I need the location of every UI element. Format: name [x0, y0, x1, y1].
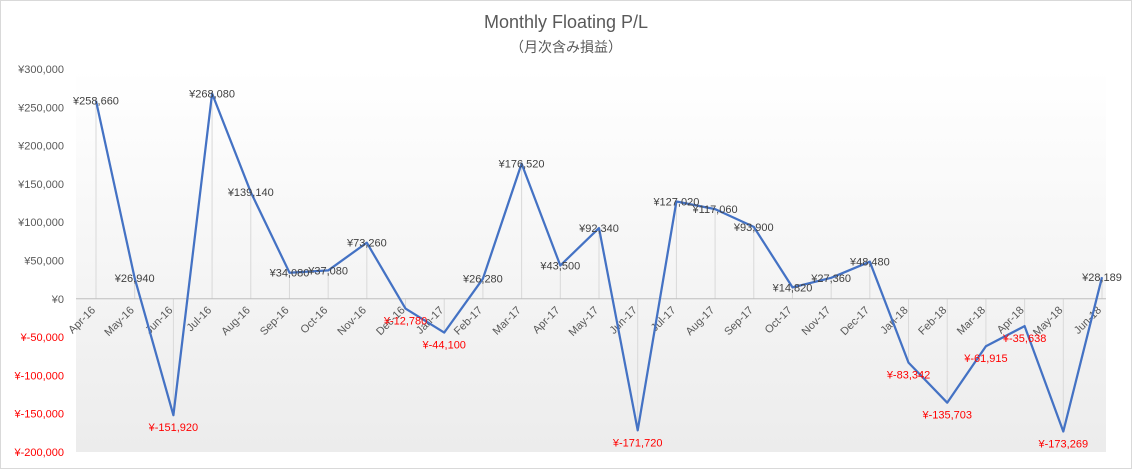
data-label: ¥43,500 — [539, 260, 580, 272]
data-label: ¥37,080 — [307, 265, 348, 277]
data-label: ¥26,280 — [462, 274, 503, 286]
chart-subtitle: （月次含み損益） — [510, 40, 622, 56]
data-label: ¥48,480 — [849, 257, 890, 269]
data-label: ¥127,020 — [652, 197, 699, 209]
data-label: ¥139,140 — [227, 187, 274, 199]
y-tick-label: ¥250,000 — [17, 102, 64, 114]
chart-title: Monthly Floating P/L — [483, 12, 649, 32]
y-tick-label: ¥50,000 — [23, 256, 64, 268]
series-line — [94, 92, 1104, 433]
data-label: ¥-173,269 — [1038, 439, 1089, 451]
data-label: ¥176,520 — [498, 159, 545, 171]
data-label: ¥28,189 — [1081, 272, 1122, 284]
data-label: ¥-35,638 — [1002, 333, 1046, 345]
y-tick-label: ¥300,000 — [17, 64, 64, 76]
y-tick-label: ¥100,000 — [17, 217, 64, 229]
data-label: ¥258,660 — [72, 96, 119, 108]
data-label: ¥26,940 — [114, 273, 155, 285]
data-label: ¥27,360 — [810, 273, 851, 285]
data-label: ¥-83,342 — [886, 370, 930, 382]
y-tick-label: ¥0 — [51, 294, 64, 306]
y-tick-label: ¥-100,000 — [13, 370, 64, 382]
y-tick-label: ¥200,000 — [17, 141, 64, 153]
data-label: ¥34,080 — [269, 268, 310, 280]
data-label: ¥93,900 — [733, 222, 774, 234]
y-tick-label: ¥-150,000 — [13, 409, 64, 421]
data-label: ¥268,080 — [188, 88, 235, 100]
y-tick-label: ¥-200,000 — [13, 447, 64, 459]
data-label: ¥117,060 — [692, 204, 738, 216]
data-label: ¥92,340 — [578, 223, 619, 235]
data-label: ¥-44,100 — [422, 340, 466, 352]
y-tick-label: ¥-50,000 — [20, 332, 64, 344]
data-label: ¥73,260 — [346, 238, 387, 250]
data-label: ¥-12,780 — [383, 316, 427, 328]
data-label: ¥-151,920 — [148, 422, 199, 434]
y-tick-label: ¥150,000 — [17, 179, 64, 191]
data-label: ¥-135,703 — [921, 410, 972, 422]
data-label: ¥-171,720 — [612, 437, 663, 449]
data-label: ¥14,820 — [772, 282, 813, 294]
data-label: ¥-61,915 — [963, 353, 1007, 365]
